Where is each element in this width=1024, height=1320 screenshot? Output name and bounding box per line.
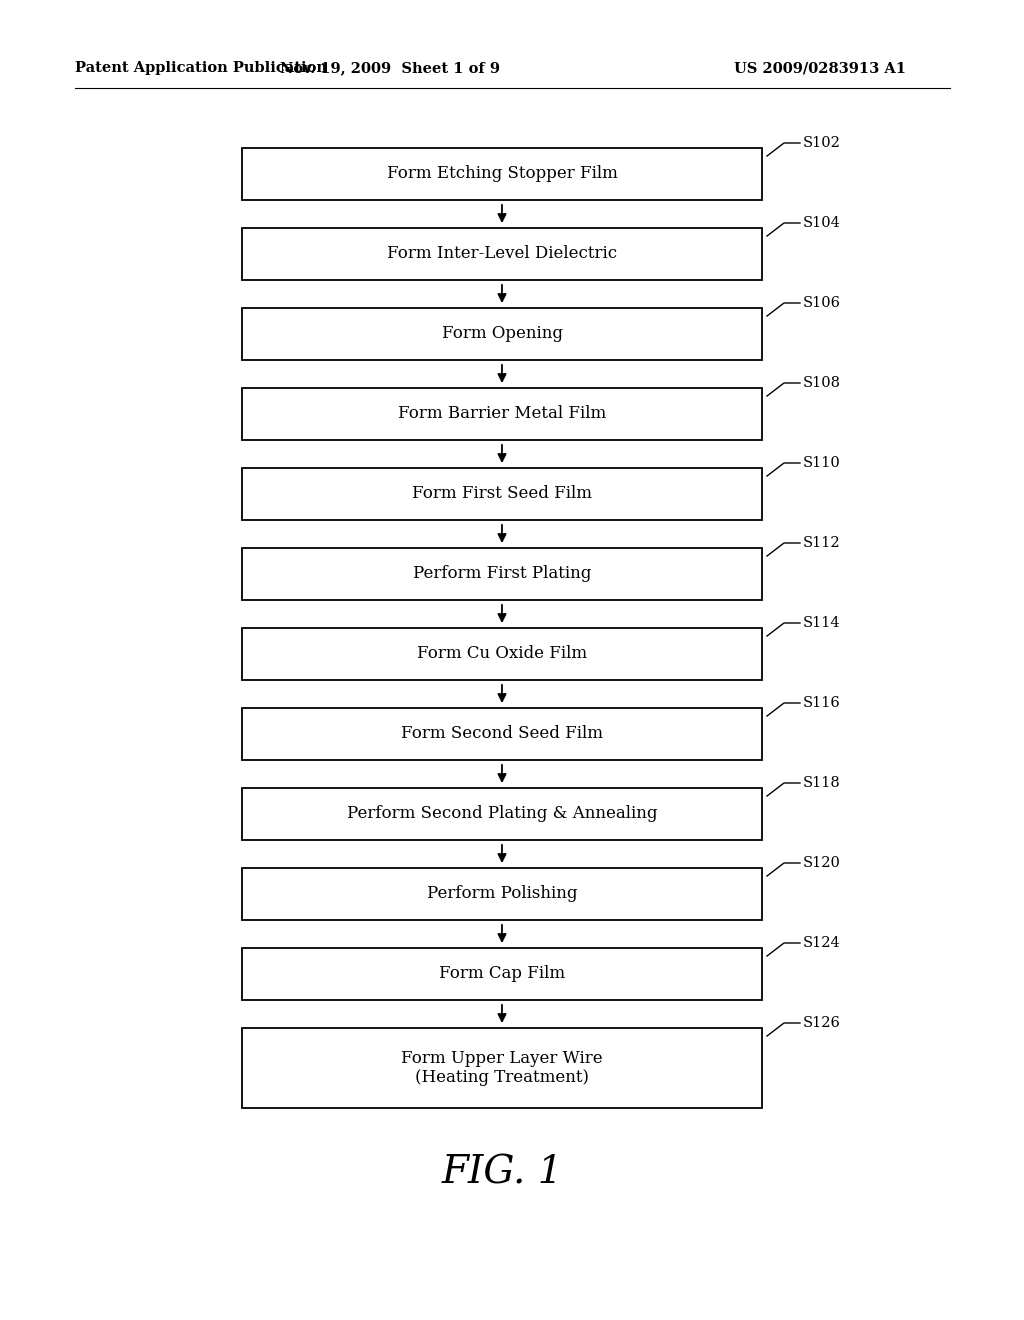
Bar — [242, 708, 762, 760]
Bar — [242, 308, 762, 360]
Text: S118: S118 — [803, 776, 841, 789]
Text: S114: S114 — [803, 616, 841, 630]
Text: Perform Polishing: Perform Polishing — [427, 886, 578, 903]
Text: Form Etching Stopper Film: Form Etching Stopper Film — [387, 165, 617, 182]
Text: Form First Seed Film: Form First Seed Film — [412, 486, 592, 503]
Text: Form Barrier Metal Film: Form Barrier Metal Film — [398, 405, 606, 422]
Text: S112: S112 — [803, 536, 841, 550]
Text: Form Cap Film: Form Cap Film — [439, 965, 565, 982]
Bar — [242, 148, 762, 201]
Text: FIG. 1: FIG. 1 — [441, 1155, 563, 1192]
Bar — [242, 788, 762, 840]
Text: Form Opening: Form Opening — [441, 326, 562, 342]
Text: Nov. 19, 2009  Sheet 1 of 9: Nov. 19, 2009 Sheet 1 of 9 — [280, 61, 500, 75]
Text: Form Upper Layer Wire
(Heating Treatment): Form Upper Layer Wire (Heating Treatment… — [401, 1049, 603, 1086]
Text: Form Inter-Level Dielectric: Form Inter-Level Dielectric — [387, 246, 617, 263]
Text: S124: S124 — [803, 936, 841, 950]
Text: Perform Second Plating & Annealing: Perform Second Plating & Annealing — [347, 805, 657, 822]
Text: S116: S116 — [803, 696, 841, 710]
Text: Perform First Plating: Perform First Plating — [413, 565, 591, 582]
Bar — [242, 469, 762, 520]
Text: S104: S104 — [803, 216, 841, 230]
Bar — [242, 869, 762, 920]
Text: Form Second Seed Film: Form Second Seed Film — [401, 726, 603, 742]
Bar — [242, 388, 762, 440]
Text: S126: S126 — [803, 1016, 841, 1030]
Text: Patent Application Publication: Patent Application Publication — [75, 61, 327, 75]
Bar — [242, 1028, 762, 1107]
Text: S120: S120 — [803, 855, 841, 870]
Text: S110: S110 — [803, 455, 841, 470]
Text: S108: S108 — [803, 376, 841, 389]
Text: S106: S106 — [803, 296, 841, 310]
Text: US 2009/0283913 A1: US 2009/0283913 A1 — [734, 61, 906, 75]
Bar — [242, 548, 762, 601]
Text: S102: S102 — [803, 136, 841, 150]
Bar — [242, 628, 762, 680]
Bar — [242, 228, 762, 280]
Text: Form Cu Oxide Film: Form Cu Oxide Film — [417, 645, 587, 663]
Bar — [242, 948, 762, 1001]
